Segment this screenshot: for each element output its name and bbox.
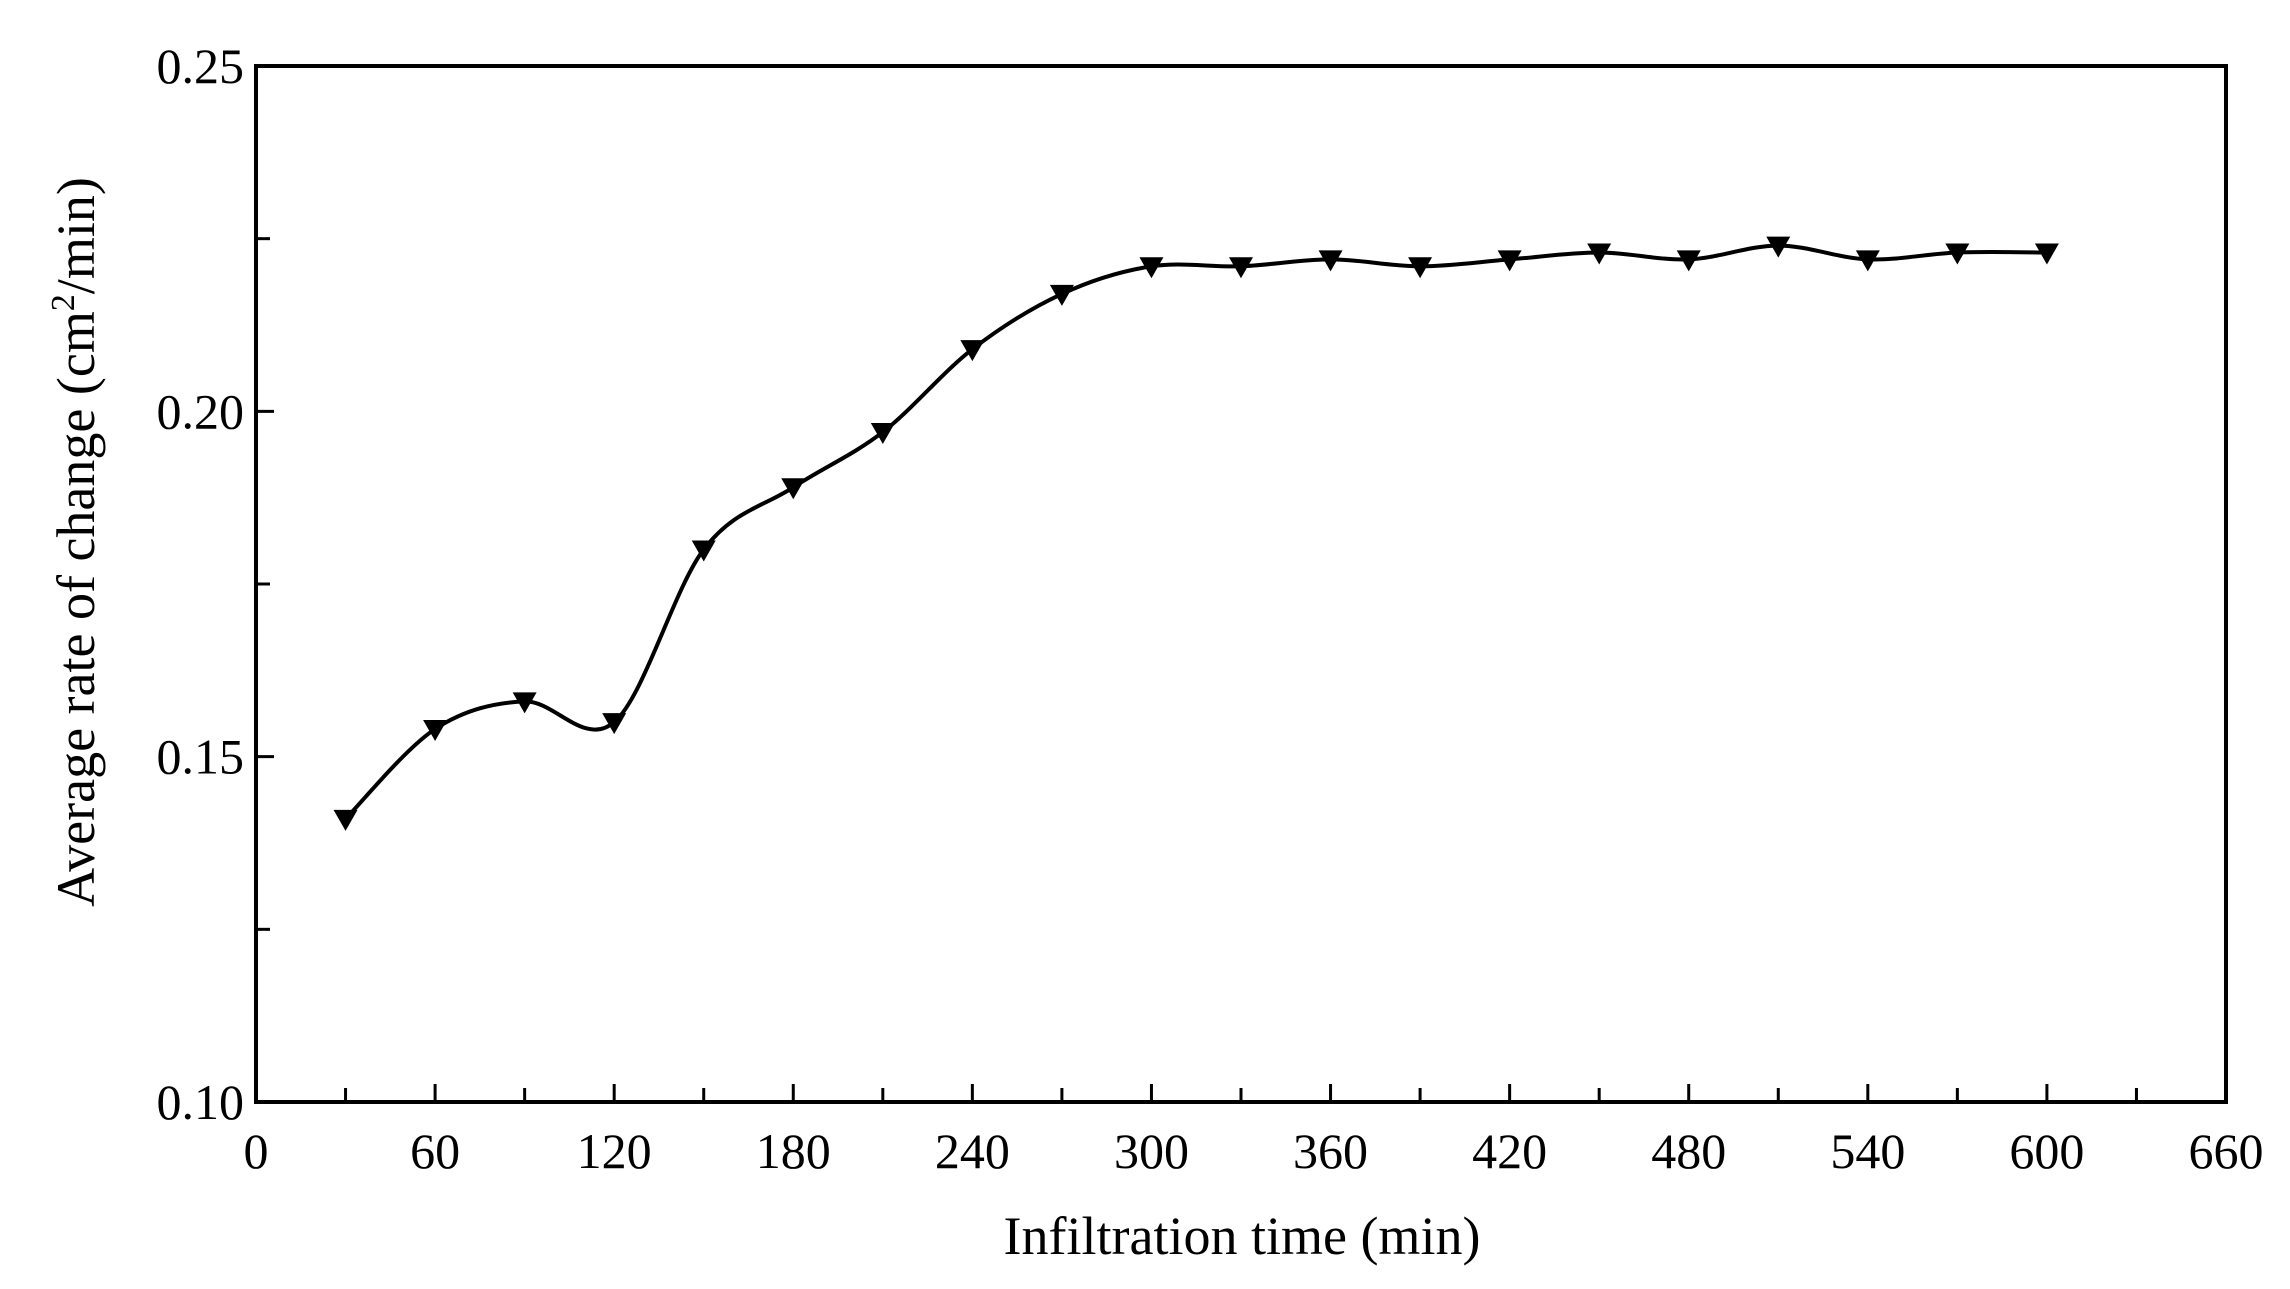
x-tick-label: 60 <box>410 1123 460 1179</box>
data-point-marker <box>691 540 716 562</box>
data-point-marker <box>1497 250 1522 272</box>
y-axis-label-superscript: 2 <box>45 294 82 311</box>
data-point-marker <box>1766 236 1791 258</box>
data-point-marker <box>602 713 627 735</box>
x-tick-label: 480 <box>1651 1123 1726 1179</box>
x-tick-label: 300 <box>1114 1123 1189 1179</box>
data-point-marker <box>781 478 806 500</box>
x-tick-label: 120 <box>577 1123 652 1179</box>
data-point-marker <box>1229 257 1253 279</box>
y-tick-label: 0.25 <box>157 38 245 94</box>
x-tick-label: 540 <box>1830 1123 1905 1179</box>
data-point-marker <box>512 692 537 714</box>
y-tick-labels: 0.10 0.15 0.20 0.25 <box>157 38 245 1130</box>
data-point-marker <box>1408 257 1433 279</box>
x-tick-label: 420 <box>1472 1123 1547 1179</box>
minor-ticks <box>256 237 2138 1102</box>
data-point-marker <box>423 720 448 742</box>
x-tick-label: 0 <box>244 1123 269 1179</box>
data-point-marker <box>1587 243 1612 265</box>
data-point-marker <box>1139 257 1164 279</box>
data-point-marker <box>1945 243 1970 265</box>
data-point-marker <box>960 340 985 362</box>
data-point-marker <box>870 423 895 445</box>
x-tick-label: 240 <box>935 1123 1010 1179</box>
data-point-marker <box>2034 243 2059 265</box>
y-tick-label: 0.15 <box>157 729 245 785</box>
data-point-marker <box>1318 250 1343 272</box>
data-point-marker <box>333 809 358 831</box>
y-axis-label: Average rate of change (cm2/min) <box>45 177 106 907</box>
data-point-marker <box>1676 250 1701 272</box>
x-axis-label: Infiltration time (min) <box>1004 1206 1481 1266</box>
data-point-marker <box>1049 284 1074 306</box>
data-point-marker <box>1855 250 1880 272</box>
x-tick-label: 660 <box>2189 1123 2264 1179</box>
y-axis-label-main: Average rate of change (cm <box>46 311 106 907</box>
plot-frame <box>254 64 2228 1104</box>
x-tick-label: 180 <box>756 1123 831 1179</box>
y-tick-label: 0.10 <box>157 1074 245 1130</box>
y-axis-label-end: /min) <box>46 177 106 294</box>
series-line <box>344 243 2047 821</box>
y-tick-label: 0.20 <box>157 383 245 439</box>
x-tick-label: 600 <box>2009 1123 2084 1179</box>
x-tick-label: 360 <box>1293 1123 1368 1179</box>
x-tick-labels: 0 60 120 180 240 300 360 420 480 540 600 660 <box>244 1123 2264 1179</box>
major-ticks <box>254 64 2228 1104</box>
series-markers <box>333 236 2059 831</box>
